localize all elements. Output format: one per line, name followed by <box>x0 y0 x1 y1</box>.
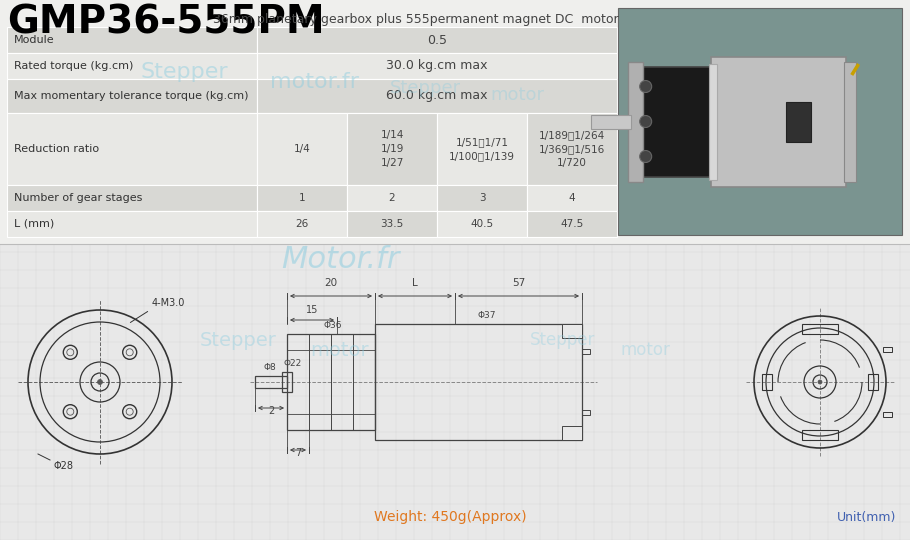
Bar <box>347 211 437 237</box>
Bar <box>582 410 590 415</box>
Circle shape <box>640 151 652 163</box>
Circle shape <box>640 80 652 92</box>
Text: Φ8: Φ8 <box>263 363 276 372</box>
Text: Φ37: Φ37 <box>478 311 497 320</box>
Bar <box>257 79 617 113</box>
Text: Module: Module <box>14 35 55 45</box>
Bar <box>437 185 527 211</box>
Text: 1/189，1/264
1/369，1/516
1/720: 1/189，1/264 1/369，1/516 1/720 <box>539 130 605 168</box>
Bar <box>641 66 713 177</box>
Bar <box>582 349 590 354</box>
Text: Stepper: Stepper <box>140 62 228 82</box>
Text: Stepper: Stepper <box>200 330 277 349</box>
Bar <box>7 113 257 185</box>
Text: Number of gear stages: Number of gear stages <box>14 193 142 203</box>
Bar <box>7 79 257 113</box>
Text: 26: 26 <box>296 219 308 229</box>
Text: 30.0 kg.cm max: 30.0 kg.cm max <box>386 59 488 72</box>
Circle shape <box>640 116 652 127</box>
Text: 40.5: 40.5 <box>470 219 493 229</box>
Text: Reduction ratio: Reduction ratio <box>14 144 99 154</box>
Bar <box>7 185 257 211</box>
Bar <box>257 185 347 211</box>
Text: motor.fr: motor.fr <box>270 72 359 92</box>
Text: L: L <box>412 278 418 288</box>
Bar <box>0 245 910 540</box>
Text: motor: motor <box>490 86 544 104</box>
Bar <box>562 426 582 440</box>
Bar <box>883 412 892 417</box>
Text: motor: motor <box>310 341 369 360</box>
Text: 4: 4 <box>569 193 575 203</box>
Bar <box>527 211 617 237</box>
Bar <box>785 102 811 141</box>
Text: Φ28: Φ28 <box>53 461 73 471</box>
Text: 33.5: 33.5 <box>380 219 404 229</box>
Text: 7: 7 <box>295 448 301 458</box>
Bar <box>437 211 527 237</box>
Bar <box>282 372 292 392</box>
Text: 3: 3 <box>479 193 485 203</box>
Text: 1/14
1/19
1/27: 1/14 1/19 1/27 <box>380 130 404 168</box>
Bar <box>375 324 582 440</box>
Bar <box>257 113 347 185</box>
Bar <box>844 62 855 181</box>
Bar <box>628 62 642 181</box>
Bar <box>562 324 582 338</box>
Text: Rated torque (kg.cm): Rated torque (kg.cm) <box>14 61 134 71</box>
Bar <box>347 113 437 185</box>
Bar <box>7 27 257 53</box>
Text: Unit(mm): Unit(mm) <box>836 511 896 524</box>
Bar <box>527 113 617 185</box>
Bar <box>883 347 892 352</box>
Text: 47.5: 47.5 <box>561 219 583 229</box>
Text: GMP36-555PM: GMP36-555PM <box>7 3 325 41</box>
Bar <box>7 53 257 79</box>
Bar <box>591 114 631 129</box>
Bar <box>802 324 838 334</box>
Text: Max momentary tolerance torque (kg.cm): Max momentary tolerance torque (kg.cm) <box>14 91 248 101</box>
Text: L (mm): L (mm) <box>14 219 55 229</box>
Circle shape <box>97 380 103 384</box>
Text: 60.0 kg.cm max: 60.0 kg.cm max <box>386 90 488 103</box>
Text: 4-M3.0: 4-M3.0 <box>152 298 186 308</box>
Text: motor: motor <box>620 341 670 359</box>
Text: 57: 57 <box>511 278 525 288</box>
Bar <box>762 374 772 390</box>
Bar <box>7 211 257 237</box>
Bar <box>257 27 617 53</box>
Text: 1: 1 <box>298 193 306 203</box>
Text: 20: 20 <box>325 278 338 288</box>
Bar <box>711 57 845 186</box>
Bar <box>287 334 375 430</box>
Bar <box>802 430 838 440</box>
Bar <box>257 53 617 79</box>
Text: 2: 2 <box>389 193 395 203</box>
Text: Weight: 450g(Approx): Weight: 450g(Approx) <box>374 510 526 524</box>
Bar <box>618 8 902 235</box>
Text: 1/51，1/71
1/100，1/139: 1/51，1/71 1/100，1/139 <box>449 137 515 161</box>
Text: Stepper: Stepper <box>530 331 595 349</box>
Bar <box>257 211 347 237</box>
Text: 36mm planetary gearbox plus 555permanent magnet DC  motor: 36mm planetary gearbox plus 555permanent… <box>213 13 619 26</box>
Text: Motor.fr: Motor.fr <box>281 246 399 274</box>
Text: Stepper: Stepper <box>390 79 461 97</box>
Bar <box>868 374 878 390</box>
Text: Φ36: Φ36 <box>323 321 341 330</box>
Text: 1/4: 1/4 <box>294 144 310 154</box>
Bar <box>255 376 287 388</box>
Text: 0.5: 0.5 <box>427 33 447 46</box>
Circle shape <box>818 380 822 384</box>
Bar <box>437 113 527 185</box>
Bar <box>527 185 617 211</box>
Bar <box>709 64 717 179</box>
Text: Φ22: Φ22 <box>283 359 301 368</box>
Text: 2: 2 <box>268 406 274 416</box>
Bar <box>347 185 437 211</box>
Text: 15: 15 <box>306 305 318 315</box>
